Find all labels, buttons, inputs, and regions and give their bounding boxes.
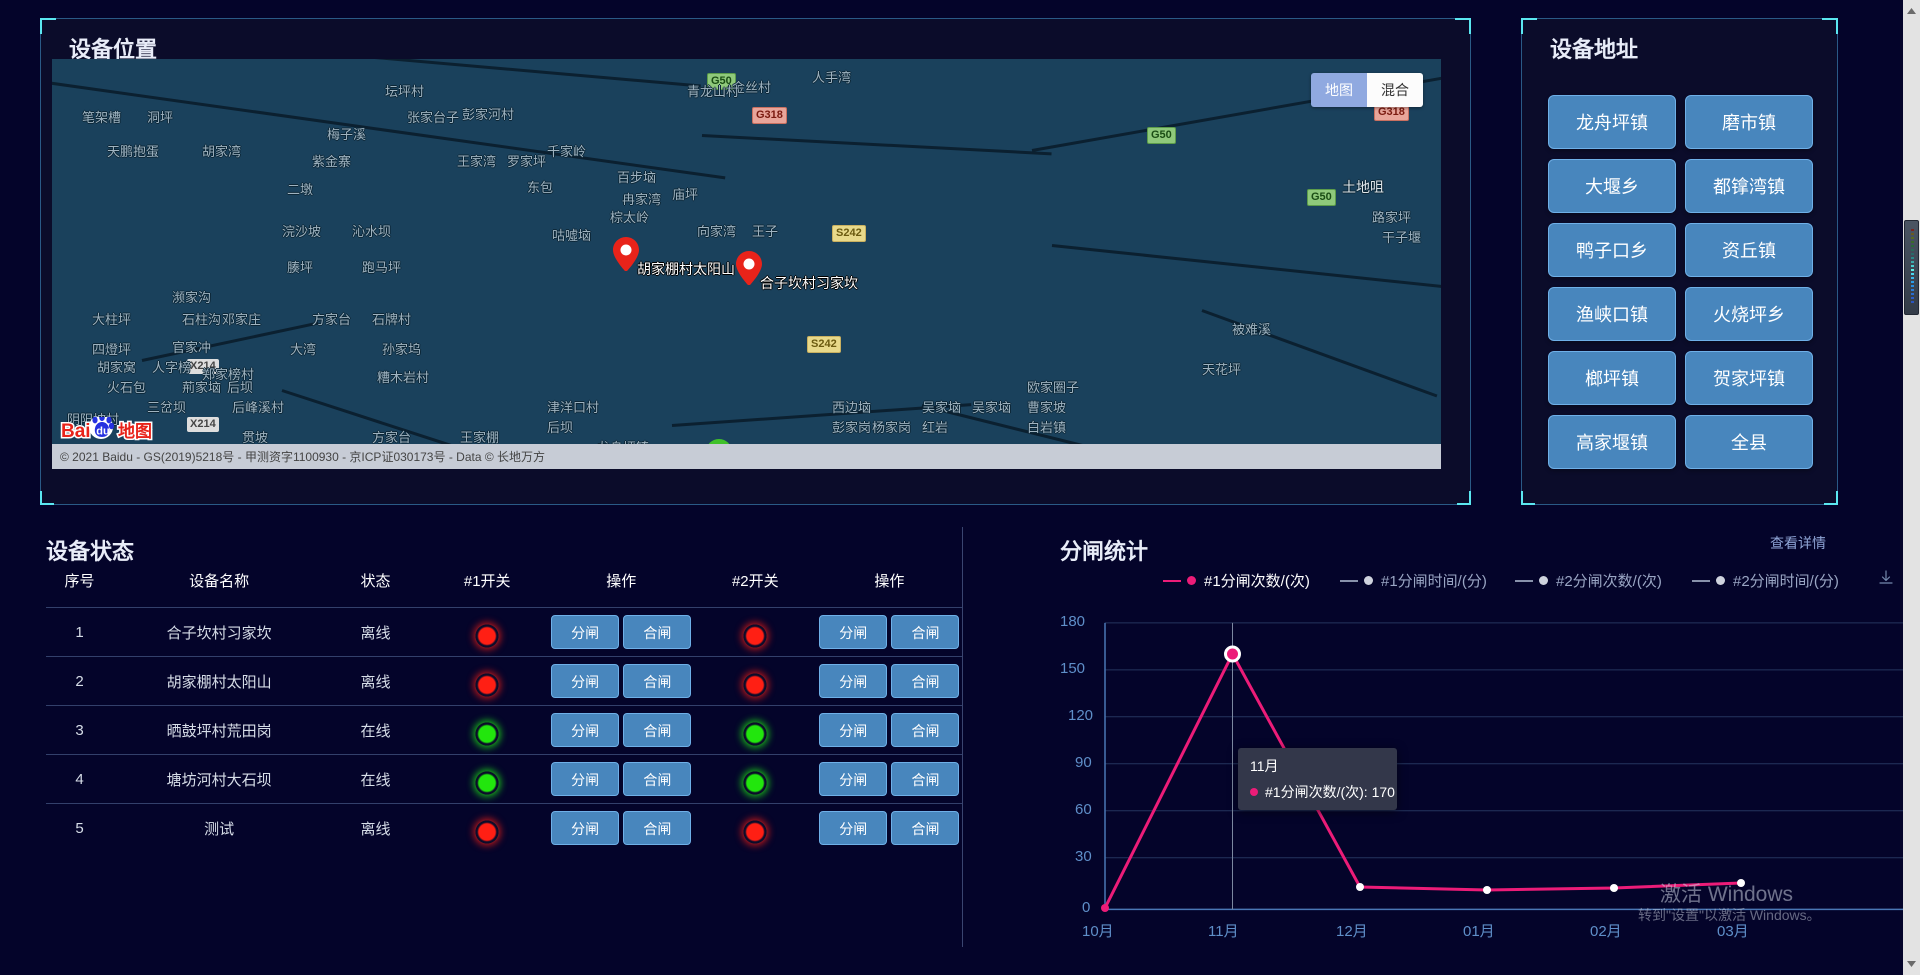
svg-text:地图: 地图: [118, 421, 152, 441]
svg-text:du: du: [96, 426, 109, 438]
svg-text:Bai: Bai: [61, 421, 91, 442]
